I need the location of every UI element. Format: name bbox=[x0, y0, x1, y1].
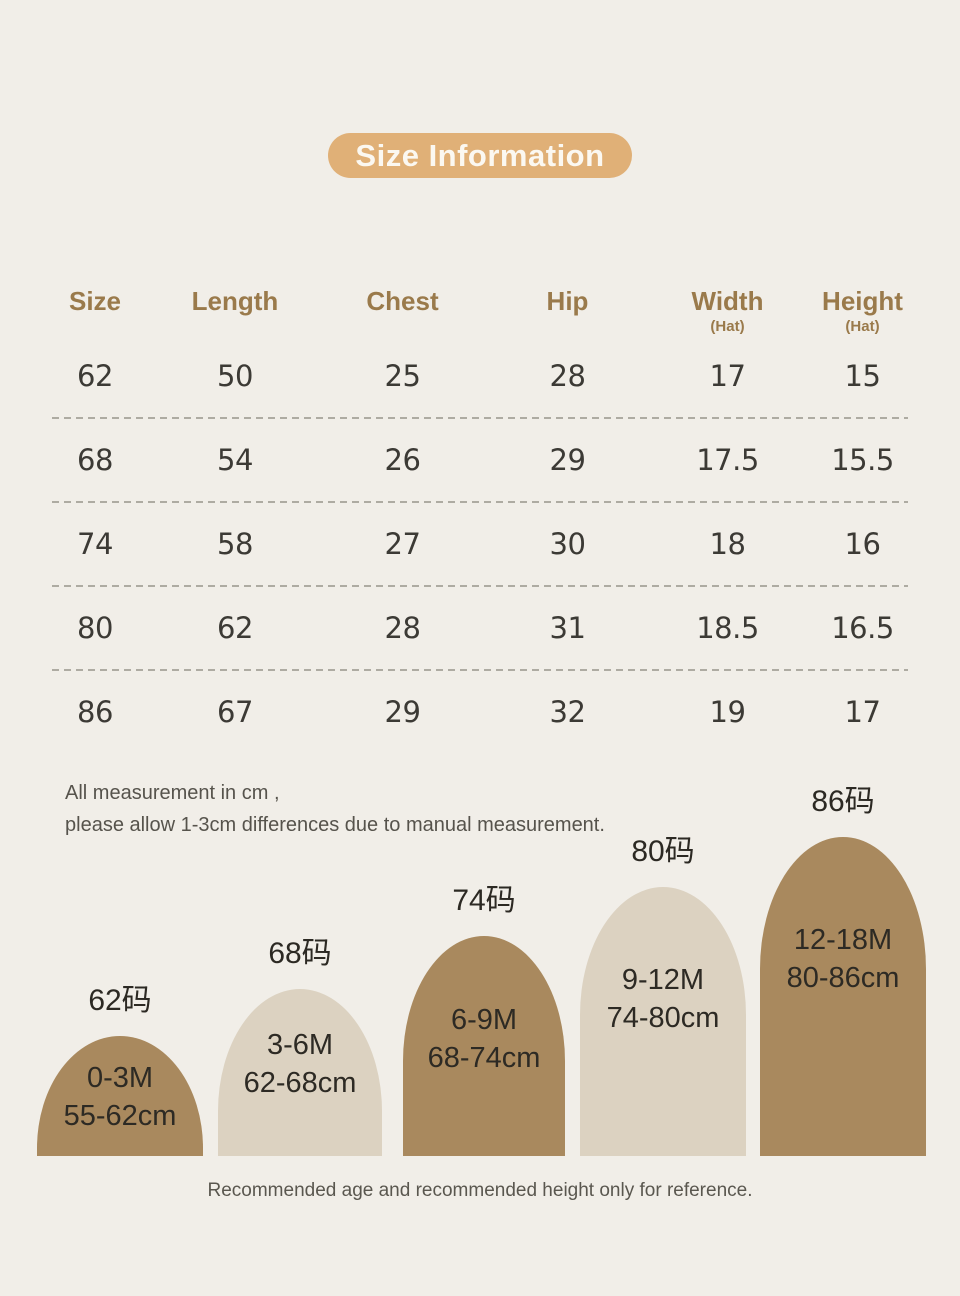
cell-chest: 25 bbox=[384, 359, 421, 393]
cell-length: 62 bbox=[217, 611, 253, 645]
cell-chest: 26 bbox=[384, 443, 421, 477]
row-separator bbox=[52, 585, 908, 587]
cell-width-hat: 17 bbox=[709, 359, 746, 393]
cell-chest: 29 bbox=[384, 695, 421, 729]
column-header-label: Chest bbox=[366, 286, 439, 316]
cell-width-hat: 19 bbox=[709, 695, 746, 729]
column-header-height-hat: Height (Hat) bbox=[805, 284, 920, 335]
arch-age-range: 0-3M bbox=[86, 1062, 154, 1094]
column-header-sub: (Hat) bbox=[845, 318, 880, 335]
table-row: 74 58 27 30 18 16 bbox=[40, 503, 920, 585]
arch-size-label-62: 62码 bbox=[88, 984, 152, 1017]
arch-age-range: 9-12M bbox=[621, 964, 705, 996]
arch-size-label-86: 86码 bbox=[811, 785, 875, 818]
cell-hip: 31 bbox=[549, 611, 586, 645]
table-row: 86 67 29 32 19 17 bbox=[40, 671, 920, 753]
arch-height-range: 80-86cm bbox=[786, 962, 900, 994]
table-row: 68 54 26 29 17.5 15.5 bbox=[40, 419, 920, 501]
cell-length: 50 bbox=[217, 359, 253, 393]
arch-age-range: 12-18M bbox=[793, 924, 893, 956]
row-separator bbox=[52, 501, 908, 503]
cell-width-hat: 17.5 bbox=[696, 443, 759, 477]
arch-height-range: 55-62cm bbox=[63, 1100, 177, 1132]
column-header-sub: (Hat) bbox=[710, 318, 745, 335]
arch-80: 9-12M 74-80cm bbox=[580, 887, 746, 1156]
cell-length: 67 bbox=[217, 695, 253, 729]
column-header-chest: Chest bbox=[320, 284, 485, 335]
arch-age-range: 6-9M bbox=[450, 1004, 518, 1036]
cell-size: 80 bbox=[77, 611, 113, 645]
arch-height-range: 68-74cm bbox=[427, 1042, 541, 1074]
note-line-2: please allow 1-3cm differences due to ma… bbox=[65, 814, 605, 836]
note-line-1: All measurement in cm , bbox=[65, 782, 280, 804]
column-header-label: Length bbox=[191, 286, 279, 316]
cell-height-hat: 15.5 bbox=[831, 443, 894, 477]
measurement-notes: All measurement in cm , please allow 1-3… bbox=[65, 777, 960, 841]
column-header-width-hat: Width (Hat) bbox=[650, 284, 805, 335]
cell-height-hat: 16.5 bbox=[831, 611, 894, 645]
cell-hip: 28 bbox=[549, 359, 586, 393]
cell-hip: 30 bbox=[549, 527, 586, 561]
table-row: 62 50 25 28 17 15 bbox=[40, 335, 920, 417]
cell-size: 62 bbox=[77, 359, 113, 393]
column-header-label: Height bbox=[822, 286, 903, 316]
table-header-row: Size Length Chest Hip Width (Hat) Height… bbox=[40, 284, 920, 335]
column-header-sub bbox=[320, 318, 485, 335]
arch-size-label-74: 74码 bbox=[452, 884, 516, 917]
arch-62: 0-3M 55-62cm bbox=[37, 1036, 203, 1156]
column-header-sub bbox=[150, 318, 320, 335]
cell-length: 54 bbox=[217, 443, 253, 477]
row-separator bbox=[52, 417, 908, 419]
column-header-sub bbox=[485, 318, 650, 335]
arch-size-label-80: 80码 bbox=[631, 835, 695, 868]
table-row: 80 62 28 31 18.5 16.5 bbox=[40, 587, 920, 669]
cell-size: 74 bbox=[77, 527, 113, 561]
cell-width-hat: 18 bbox=[709, 527, 746, 561]
title-bar: Size Information bbox=[0, 0, 960, 178]
reference-caption: Recommended age and recommended height o… bbox=[207, 1180, 753, 1201]
column-header-label: Size bbox=[68, 286, 122, 316]
column-header-sub bbox=[40, 318, 150, 335]
cell-width-hat: 18.5 bbox=[696, 611, 759, 645]
cell-size: 68 bbox=[77, 443, 113, 477]
arch-86: 12-18M 80-86cm bbox=[760, 837, 926, 1156]
row-separator bbox=[52, 669, 908, 671]
cell-height-hat: 15 bbox=[844, 359, 881, 393]
cell-chest: 27 bbox=[384, 527, 421, 561]
column-header-label: Width bbox=[691, 286, 764, 316]
cell-chest: 28 bbox=[384, 611, 421, 645]
column-header-label: Hip bbox=[546, 286, 589, 316]
column-header-length: Length bbox=[150, 284, 320, 335]
cell-hip: 32 bbox=[549, 695, 586, 729]
arch-height-range: 62-68cm bbox=[243, 1067, 357, 1099]
arch-size-label-68: 68码 bbox=[268, 937, 332, 970]
arch-height-range: 74-80cm bbox=[606, 1002, 720, 1034]
cell-size: 86 bbox=[77, 695, 113, 729]
column-header-hip: Hip bbox=[485, 284, 650, 335]
arch-68: 3-6M 62-68cm bbox=[218, 989, 382, 1156]
page-title: Size Information bbox=[328, 133, 632, 178]
cell-hip: 29 bbox=[549, 443, 586, 477]
size-table: Size Length Chest Hip Width (Hat) Height… bbox=[40, 284, 920, 753]
cell-height-hat: 16 bbox=[844, 527, 881, 561]
cell-height-hat: 17 bbox=[844, 695, 881, 729]
cell-length: 58 bbox=[217, 527, 253, 561]
arch-74: 6-9M 68-74cm bbox=[403, 936, 565, 1156]
arch-age-range: 3-6M bbox=[266, 1029, 334, 1061]
column-header-size: Size bbox=[40, 284, 150, 335]
